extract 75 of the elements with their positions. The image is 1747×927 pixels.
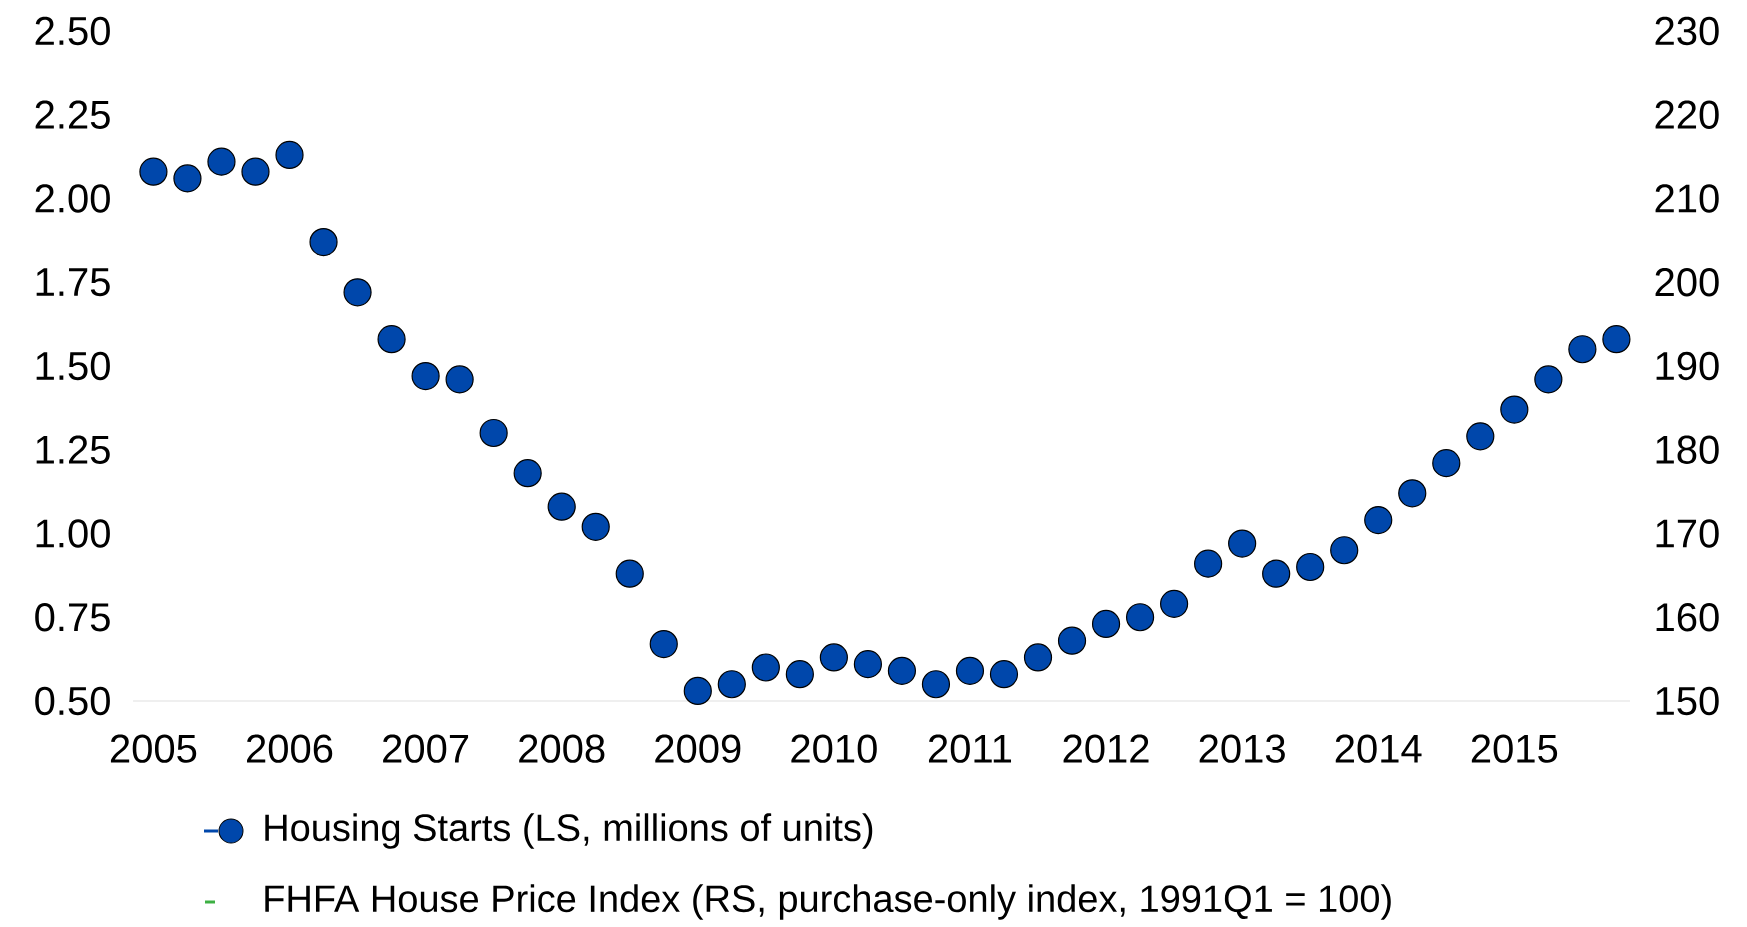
point [887, 656, 917, 685]
point [1194, 549, 1223, 578]
point [1568, 335, 1597, 364]
point [377, 325, 406, 354]
y-tick-label: 2.25 [35, 100, 110, 129]
point [615, 559, 644, 588]
y-tick-label: 2.00 [35, 184, 110, 213]
legend-label: FHFA House Price Index (RS, purchase-only index, 1991Q1 = 100) [265, 884, 1391, 920]
point [1091, 609, 1121, 639]
y2-tick-label: 200 [1655, 268, 1719, 297]
y2-tick-label: 190 [1656, 351, 1719, 381]
point [989, 660, 1019, 689]
point [411, 361, 440, 391]
y2-tick-label: 180 [1656, 435, 1719, 464]
point [1330, 536, 1359, 565]
point [241, 157, 270, 186]
x-tick-label: 2013 [1199, 734, 1285, 763]
point [649, 629, 678, 659]
point [1262, 559, 1291, 588]
point [717, 670, 746, 699]
y2-tick-label: 150 [1656, 686, 1719, 716]
point [1228, 529, 1257, 558]
point [1432, 449, 1461, 478]
point [1534, 365, 1563, 394]
point [1125, 603, 1155, 632]
point [1398, 479, 1427, 508]
x-tick-label: 2009 [655, 734, 741, 763]
y-tick-label: 0.75 [35, 603, 110, 632]
y2-tick-label: 220 [1655, 100, 1719, 129]
y-tick-label: 1.50 [36, 351, 110, 381]
point [139, 157, 168, 186]
point [1466, 422, 1495, 451]
y-tick-label: 1.00 [36, 519, 110, 548]
y2-tick-label: 170 [1656, 519, 1719, 548]
point [1500, 395, 1529, 424]
y2-tick-label: 210 [1655, 184, 1719, 213]
point [683, 676, 712, 706]
x-tick-label: 2010 [791, 734, 877, 763]
point [309, 227, 338, 257]
y2-tick-label: 160 [1656, 603, 1719, 632]
point [1602, 325, 1631, 354]
x-tick-label: 2015 [1471, 734, 1558, 763]
point [479, 418, 508, 448]
point [785, 660, 814, 689]
point [207, 147, 236, 176]
y-tick-label: 2.50 [35, 16, 110, 46]
point [581, 512, 610, 541]
point [1160, 589, 1189, 618]
x-tick-label: 2014 [1335, 734, 1422, 763]
y2-tick-label: 230 [1655, 16, 1719, 46]
point [445, 365, 474, 394]
x-tick-label: 2008 [519, 734, 605, 763]
point [547, 492, 576, 521]
point [1296, 552, 1325, 582]
x-tick-label: 2006 [247, 734, 333, 763]
point [343, 278, 372, 307]
point [853, 650, 882, 679]
x-tick-label: 2011 [928, 734, 1012, 763]
point [173, 164, 202, 193]
point [751, 653, 780, 682]
x-tick-label: 2012 [1063, 734, 1149, 763]
point [513, 459, 542, 488]
point [1057, 626, 1087, 655]
point [955, 656, 985, 685]
y-tick-label: 1.75 [36, 268, 110, 297]
point [1023, 643, 1053, 672]
y-tick-label: 1.25 [36, 435, 110, 464]
point [921, 670, 951, 699]
x-tick-label: 2007 [383, 734, 469, 763]
y-tick-label: 0.50 [35, 686, 110, 716]
point [1364, 506, 1393, 535]
point [275, 140, 304, 170]
point [819, 643, 848, 672]
legend-label: Housing Starts (LS, millions of units) [265, 813, 873, 849]
x-tick-label: 2005 [110, 734, 197, 763]
